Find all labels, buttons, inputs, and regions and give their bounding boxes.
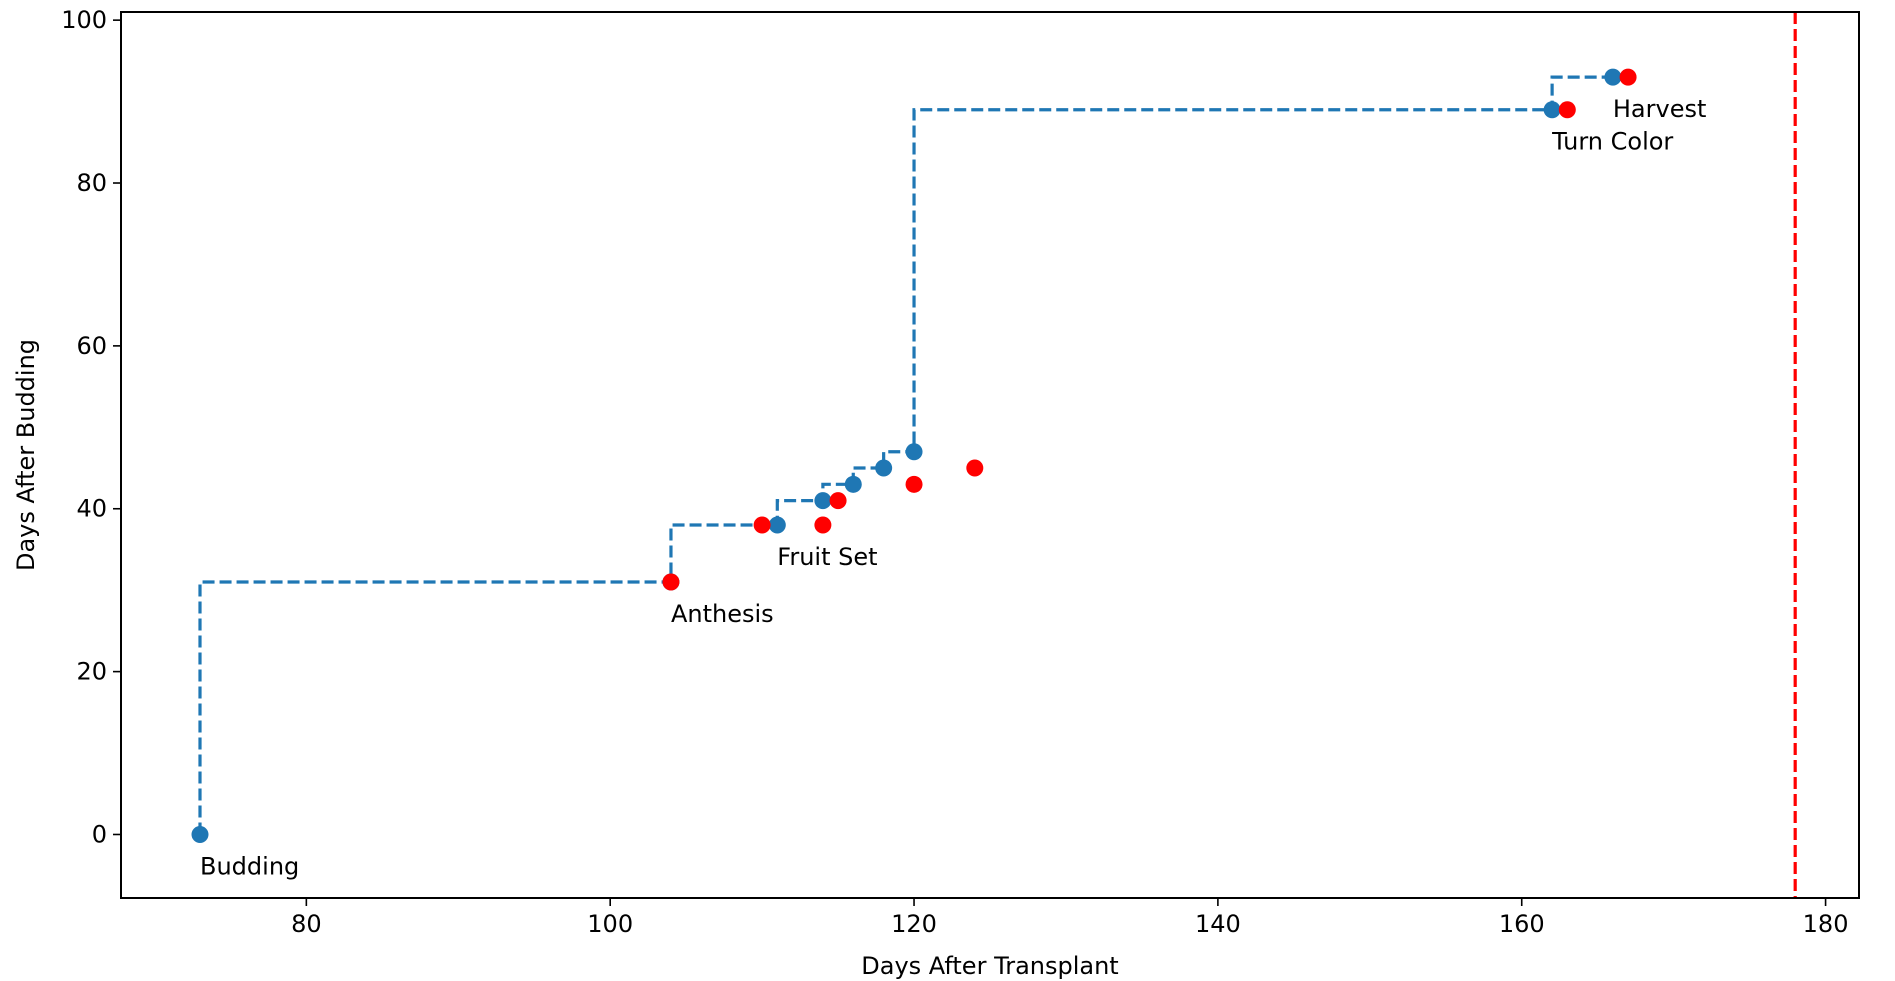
red-point [966, 459, 984, 477]
stage-annotation: Anthesis [671, 600, 774, 628]
red-point [1558, 101, 1576, 119]
axes-layer: 80 100 120 140 160 180 0 20 40 60 80 100 [61, 6, 1860, 938]
blue-point [768, 516, 786, 534]
x-tick-label: 140 [1195, 910, 1241, 938]
red-point [829, 492, 847, 510]
blue-point [844, 475, 862, 493]
y-tick-label: 60 [76, 332, 107, 360]
plot-layer: Budding Anthesis Fruit Set Turn Color Harves… [191, 12, 1797, 898]
blue-point [814, 492, 832, 510]
x-tick-label: 100 [587, 910, 633, 938]
stage-annotation: Turn Color [1551, 128, 1673, 156]
x-tick-label: 120 [891, 910, 937, 938]
y-tick-label: 0 [92, 820, 107, 848]
axes-frame [120, 11, 1860, 899]
x-axis-label: Days After Transplant [861, 952, 1118, 980]
y-tick-label: 20 [76, 658, 107, 686]
stage-annotation: Harvest [1613, 95, 1707, 123]
blue-point [905, 443, 923, 461]
stage-annotation: Budding [200, 852, 299, 880]
blue-point [875, 459, 893, 477]
red-point [753, 516, 771, 534]
x-tick-label: 180 [1803, 910, 1849, 938]
red-point [814, 516, 832, 534]
blue-point [1543, 101, 1561, 119]
y-tick-label: 100 [61, 6, 107, 34]
stage-annotation: Fruit Set [777, 543, 877, 571]
y-axis-label: Days After Budding [12, 339, 40, 571]
x-tick-label: 80 [291, 910, 322, 938]
y-tick-label: 40 [76, 495, 107, 523]
blue-point [1604, 68, 1622, 86]
red-point [905, 475, 923, 493]
red-point [1619, 68, 1637, 86]
blue-point [191, 825, 209, 843]
red-point [662, 573, 680, 591]
x-tick-label: 160 [1499, 910, 1545, 938]
step-line [198, 75, 1613, 835]
y-tick-label: 80 [76, 169, 107, 197]
